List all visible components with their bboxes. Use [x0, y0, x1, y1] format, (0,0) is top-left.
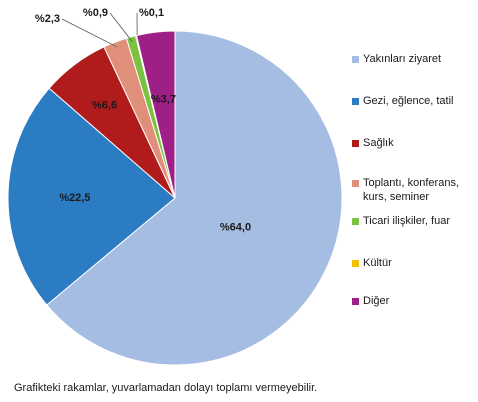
- legend-label: Yakınları ziyaret: [363, 53, 442, 65]
- legend-item-gezi-eglence-tatil: Gezi, eğlence, tatil: [352, 94, 476, 108]
- pie-slice-yakinlari-ziyaret: [46, 30, 343, 366]
- data-label-gezi-eglence-tatil: %22,5: [59, 192, 90, 204]
- legend-label: Diğer: [363, 295, 390, 307]
- data-label-ticari-iliskiler: %0,9: [83, 7, 108, 19]
- footnote: Grafikteki rakamlar, yuvarlamadan dolayı…: [14, 382, 318, 394]
- legend-label: Kültür: [363, 257, 392, 269]
- data-label-diger: %3,7: [151, 94, 176, 106]
- legend-item-ticari-iliskiler: Ticari ilişkiler, fuar: [352, 214, 476, 228]
- leader-line-toplanti-konferans: [61, 18, 117, 48]
- legend-swatch: [352, 218, 359, 225]
- legend-swatch: [352, 140, 359, 147]
- legend-swatch: [352, 180, 359, 187]
- legend-label: Toplantı, konferans, kurs, seminer: [363, 177, 460, 203]
- data-label-yakinlari-ziyaret: %64,0: [220, 221, 251, 233]
- legend-item-diger: Diğer: [352, 294, 476, 308]
- legend-label: Gezi, eğlence, tatil: [363, 95, 454, 107]
- legend-swatch: [352, 298, 359, 305]
- data-label-saglik: %6,6: [92, 100, 117, 112]
- legend-label: Sağlık: [363, 137, 394, 149]
- pie-slice-diger: [135, 30, 176, 199]
- legend-swatch: [352, 260, 359, 267]
- leader-line-ticari-iliskiler: [109, 12, 133, 42]
- legend-item-kultur: Kültür: [352, 256, 476, 270]
- data-label-kultur: %0,1: [139, 7, 164, 19]
- legend-swatch: [352, 56, 359, 63]
- legend-item-toplanti-konferans: Toplantı, konferans, kurs, seminer: [352, 176, 476, 204]
- legend-swatch: [352, 98, 359, 105]
- legend-label: Ticari ilişkiler, fuar: [363, 215, 450, 227]
- pie-slice-gezi-eglence-tatil: [7, 87, 176, 306]
- legend-item-yakinlari-ziyaret: Yakınları ziyaret: [352, 52, 476, 66]
- legend-item-saglik: Sağlık: [352, 136, 476, 150]
- pie-chart: %64,0 %22,5 %6,6 %2,3 %0,9 %0,1 %3,7: [7, 7, 343, 366]
- data-label-toplanti-konferans: %2,3: [35, 13, 60, 25]
